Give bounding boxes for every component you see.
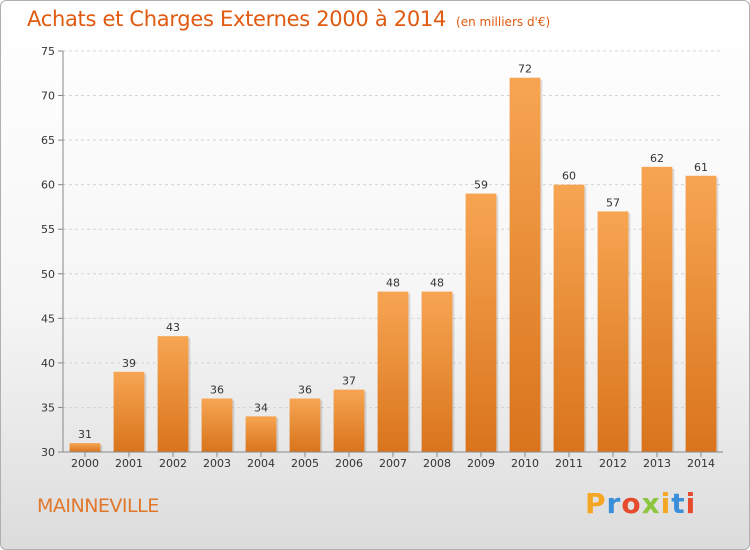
chart-title-text: Achats et Charges Externes 2000 à 2014 bbox=[27, 7, 447, 31]
logo-letter: i bbox=[685, 487, 697, 520]
logo-letter: t bbox=[671, 487, 686, 520]
y-tick-label: 70 bbox=[41, 90, 55, 103]
bar bbox=[553, 184, 585, 452]
bar bbox=[685, 175, 717, 452]
bar bbox=[465, 193, 497, 453]
bar-value-label: 48 bbox=[386, 277, 400, 290]
bar-value-label: 60 bbox=[562, 170, 576, 183]
y-tick-label: 50 bbox=[41, 268, 55, 281]
bar-value-label: 36 bbox=[210, 384, 224, 397]
bar bbox=[597, 211, 629, 452]
x-tick-label: 2011 bbox=[555, 457, 583, 470]
axis-layer: 30 35 40 45 50 55 60 65 70 75 2000 2001 2002 2003 2004… bbox=[41, 45, 723, 470]
chart-subtitle: (en milliers d'€) bbox=[456, 15, 551, 29]
bar-value-label: 31 bbox=[78, 428, 92, 441]
logo-letter: P bbox=[585, 487, 607, 520]
bar-value-label: 57 bbox=[606, 196, 620, 209]
bar bbox=[69, 443, 101, 452]
proxiti-logo: Proxiti bbox=[585, 487, 696, 520]
bar bbox=[157, 336, 189, 452]
bar bbox=[509, 77, 541, 452]
x-tick-label: 2000 bbox=[71, 457, 99, 470]
y-tick-label: 30 bbox=[41, 446, 55, 459]
x-tick-label: 2010 bbox=[511, 457, 539, 470]
x-tick-label: 2002 bbox=[159, 457, 187, 470]
logo-letter: o bbox=[621, 487, 642, 520]
y-tick-label: 60 bbox=[41, 179, 55, 192]
x-tick-label: 2005 bbox=[291, 457, 319, 470]
bar bbox=[641, 166, 673, 452]
y-tick-label: 40 bbox=[41, 357, 55, 370]
bar bbox=[289, 398, 321, 452]
bar-value-label: 43 bbox=[166, 321, 180, 334]
y-tick-label: 65 bbox=[41, 134, 55, 147]
bar bbox=[377, 291, 409, 452]
bar bbox=[421, 291, 453, 452]
logo-letter: x bbox=[641, 487, 661, 520]
bar-value-label: 62 bbox=[650, 152, 664, 165]
logo-letter: i bbox=[660, 487, 672, 520]
bar bbox=[201, 398, 233, 452]
logo-letter: r bbox=[606, 487, 622, 520]
chart-title: Achats et Charges Externes 2000 à 2014 (e… bbox=[27, 7, 550, 31]
bar-value-label: 59 bbox=[474, 179, 488, 192]
city-name: MAINNEVILLE bbox=[37, 495, 159, 517]
x-tick-label: 2007 bbox=[379, 457, 407, 470]
bar-value-label: 34 bbox=[254, 401, 268, 414]
bar-value-label: 72 bbox=[518, 63, 532, 76]
x-tick-label: 2003 bbox=[203, 457, 231, 470]
x-tick-label: 2012 bbox=[599, 457, 627, 470]
bar-layer: 31 39 43 36 34 36 37 48 48 59 72 60 57 62 61 bbox=[69, 63, 719, 453]
bar bbox=[245, 416, 277, 452]
x-tick-label: 2006 bbox=[335, 457, 363, 470]
bar-value-label: 39 bbox=[122, 357, 136, 370]
bar-value-label: 36 bbox=[298, 384, 312, 397]
y-tick-label: 75 bbox=[41, 45, 55, 58]
bar-value-label: 37 bbox=[342, 375, 356, 388]
x-tick-label: 2013 bbox=[643, 457, 671, 470]
x-tick-label: 2009 bbox=[467, 457, 495, 470]
y-tick-label: 35 bbox=[41, 401, 55, 414]
x-tick-label: 2008 bbox=[423, 457, 451, 470]
bar-value-label: 48 bbox=[430, 277, 444, 290]
bar bbox=[113, 371, 145, 452]
x-tick-label: 2014 bbox=[687, 457, 715, 470]
y-tick-label: 55 bbox=[41, 223, 55, 236]
x-tick-label: 2001 bbox=[115, 457, 143, 470]
x-tick-label: 2004 bbox=[247, 457, 275, 470]
y-tick-label: 45 bbox=[41, 312, 55, 325]
bar bbox=[333, 389, 365, 452]
bar-value-label: 61 bbox=[694, 161, 708, 174]
